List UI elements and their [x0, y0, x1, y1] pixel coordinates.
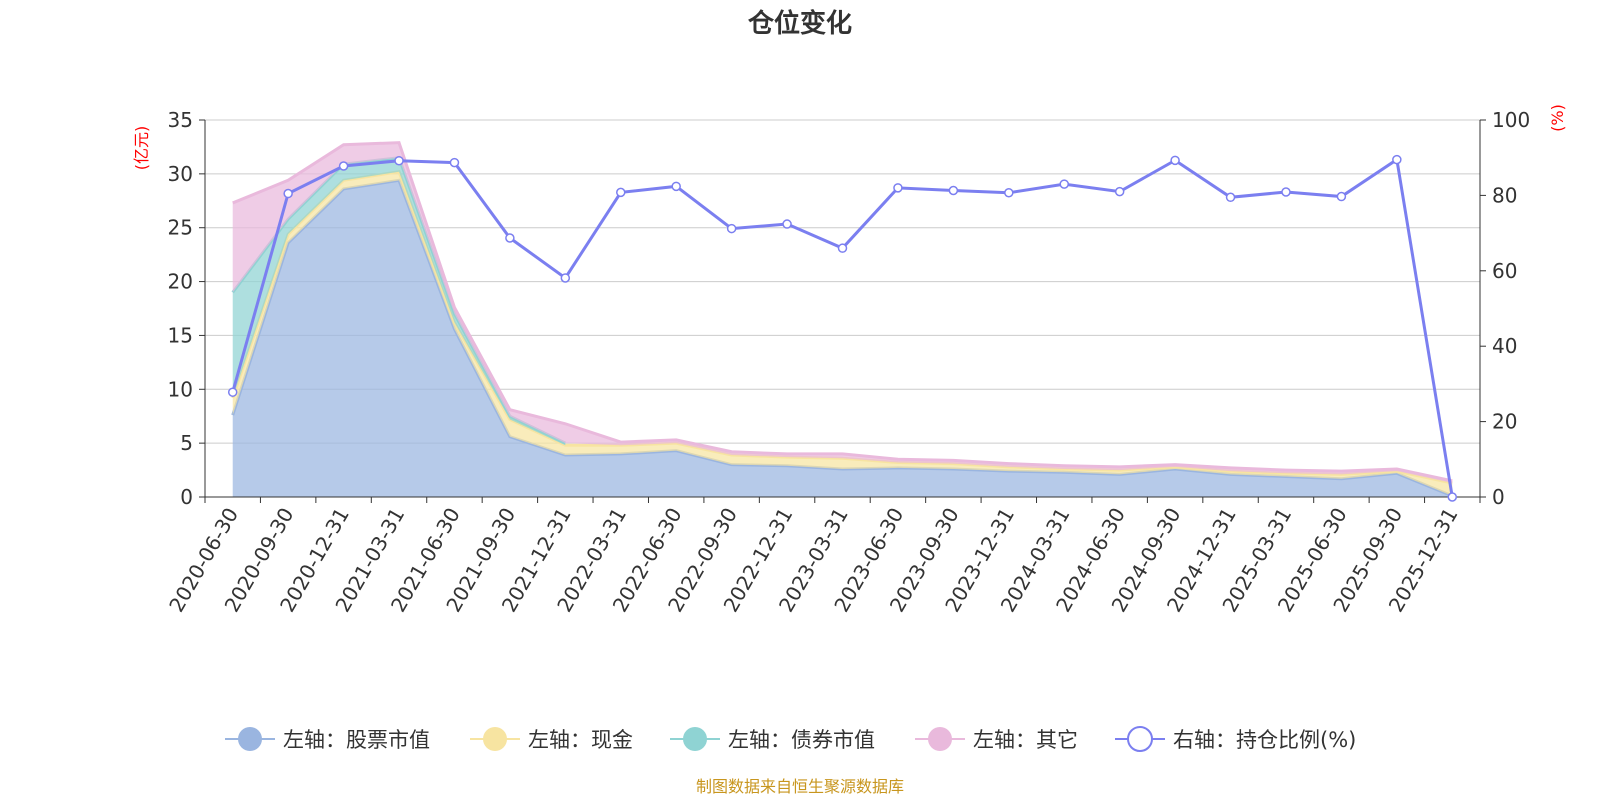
legend-marker	[483, 727, 507, 751]
left-axis-tick-label: 15	[168, 323, 193, 347]
ratio-point	[893, 183, 903, 193]
ratio-point	[948, 185, 959, 196]
ratio-point	[1447, 492, 1458, 502]
legend-label: 左轴：其它	[973, 728, 1078, 752]
right-axis-tick-label: 40	[1492, 334, 1517, 358]
ratio-line-series	[227, 154, 1458, 502]
right-axis-tick-label: 60	[1492, 259, 1517, 283]
left-axis-tick-label: 25	[168, 216, 193, 240]
chart-title: 仓位变化	[747, 8, 852, 39]
ratio-point	[1336, 191, 1347, 202]
ratio-point	[726, 223, 737, 234]
ratio-point	[227, 387, 238, 397]
ratio-point	[338, 161, 349, 171]
ratio-point	[449, 157, 460, 168]
ratio-point	[671, 181, 681, 192]
ratio-point	[1114, 186, 1125, 197]
ratio-point	[1004, 188, 1014, 198]
ratio-point	[283, 188, 293, 199]
ratio-point	[782, 219, 792, 229]
ratio-point	[560, 273, 571, 283]
right-axis-tick-label: 0	[1492, 485, 1505, 509]
legend: 左轴：股票市值 左轴：现金 左轴：债券市值 左轴：其它 右轴：持仓比例(%)	[225, 726, 1356, 752]
ratio-point	[505, 233, 515, 243]
legend-marker-hollow	[1127, 726, 1153, 752]
ratio-point	[1281, 187, 1291, 197]
ratio-point	[1170, 155, 1180, 166]
left-axis-tick-label: 30	[168, 162, 193, 186]
right-axis-unit: (%)	[1548, 104, 1567, 132]
legend-marker	[928, 727, 952, 751]
left-axis-tick-label: 35	[168, 108, 193, 132]
right-axis-tick-label: 20	[1492, 410, 1517, 434]
ratio-point	[616, 187, 626, 198]
right-axis-tick-label: 100	[1492, 108, 1530, 132]
legend-label: 左轴：现金	[528, 728, 633, 752]
legend-marker	[238, 727, 262, 751]
area-fill	[232, 180, 1453, 497]
ratio-point	[1225, 192, 1236, 203]
right-axis-tick-label: 80	[1492, 183, 1517, 207]
legend-label: 左轴：股票市值	[283, 728, 430, 752]
ratio-point	[837, 243, 848, 253]
legend-label: 左轴：债券市值	[728, 728, 875, 752]
left-axis-unit: (亿元)	[132, 126, 151, 171]
ratio-point	[1059, 179, 1069, 189]
legend-marker	[683, 727, 707, 751]
legend-label: 右轴：持仓比例(%)	[1173, 728, 1356, 752]
area-edge-line	[232, 141, 1453, 483]
source-note: 制图数据来自恒生聚源数据库	[696, 777, 904, 796]
ratio-point	[1392, 154, 1402, 165]
ratio-point	[394, 155, 404, 166]
left-axis-tick-label: 20	[168, 270, 193, 294]
left-axis-tick-label: 10	[168, 377, 193, 401]
area-series	[231, 141, 1453, 498]
left-axis-tick-label: 0	[180, 485, 193, 509]
left-axis-tick-label: 5	[180, 431, 193, 455]
